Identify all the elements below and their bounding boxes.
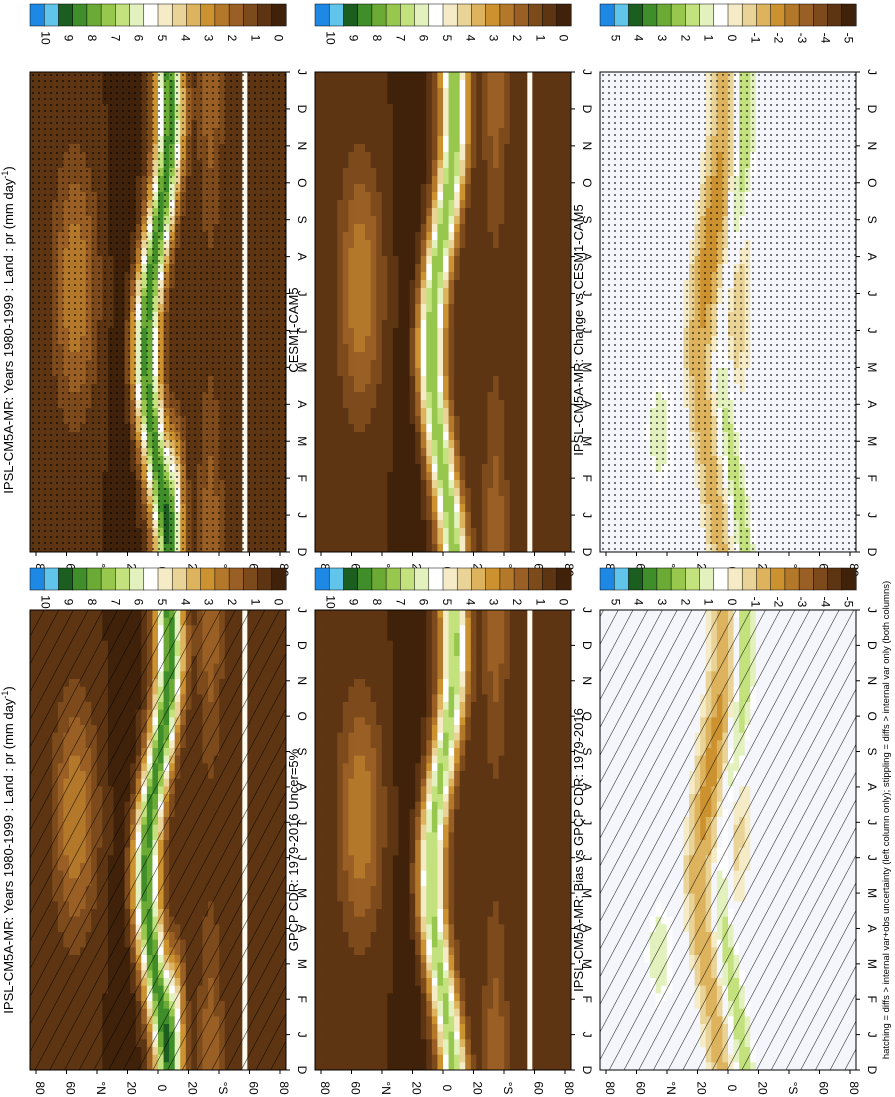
heatmap-area xyxy=(29,71,287,553)
colorbar-tick-label: 5 xyxy=(155,35,169,42)
colorbar-swatch xyxy=(86,567,102,591)
colorbar-swatch xyxy=(129,3,145,27)
colorbar-swatch xyxy=(243,567,259,591)
month-tick-label: N xyxy=(295,142,309,151)
colorbar-swatch xyxy=(157,3,173,27)
month-tick-label: J xyxy=(295,327,309,333)
colorbar-swatch xyxy=(129,567,145,591)
colorbar-swatch xyxy=(72,3,88,27)
colorbar-swatch xyxy=(115,3,131,27)
colorbar-tick-label: 9 xyxy=(62,599,76,606)
colorbar-swatch xyxy=(243,3,259,27)
colorbar-tick-label: 10 xyxy=(38,595,52,609)
colorbar-tick-label: 2 xyxy=(225,599,239,606)
month-tick-label: S xyxy=(295,216,309,224)
colorbar-swatch xyxy=(200,3,216,27)
colorbar-swatch xyxy=(100,3,116,27)
month-tick-label: O xyxy=(295,178,309,187)
chart-panel: 1098765432108060°N20020°S6080DJFMAMJJASO… xyxy=(0,3,309,577)
colorbar-tick-label: 8 xyxy=(85,599,99,606)
colorbar-swatch xyxy=(157,567,173,591)
colorbar-swatch xyxy=(86,3,102,27)
month-tick-label: D xyxy=(295,548,309,557)
month-tick-label: J xyxy=(295,69,309,75)
colorbar: 10 9 8 7 6 5 4 3 2 1 0 xyxy=(29,3,287,45)
colorbar-swatch xyxy=(58,567,74,591)
colorbar-tick-label: 2 xyxy=(225,35,239,42)
colorbar-swatch xyxy=(271,567,287,591)
colorbar-tick-label: 3 xyxy=(202,599,216,606)
colorbar: 10 9 8 7 6 5 4 3 2 1 0 xyxy=(29,567,287,609)
stippling-overlay xyxy=(30,72,286,552)
colorbar-swatch xyxy=(58,3,74,27)
month-tick-label: A xyxy=(295,253,309,261)
panel-title-superscript: -1 xyxy=(0,171,10,179)
colorbar-swatch xyxy=(115,567,131,591)
colorbar-swatch xyxy=(143,3,159,27)
colorbar-swatch xyxy=(228,567,244,591)
colorbar-tick-label: 7 xyxy=(108,599,122,606)
colorbar-swatch xyxy=(186,3,202,27)
colorbar-swatch xyxy=(143,567,159,591)
colorbar-tick-label: 0 xyxy=(272,599,286,606)
month-tick-label: F xyxy=(295,474,309,481)
colorbar-tick-label: 0 xyxy=(272,35,286,42)
colorbar-swatch xyxy=(29,567,45,591)
colorbar-swatch xyxy=(214,567,230,591)
colorbar-tick-label: 1 xyxy=(248,599,262,606)
panel-title: IPSL-CM5A-MR: Years 1980-1999 : Land : p… xyxy=(0,166,16,493)
colorbar-tick-label: 1 xyxy=(248,35,262,42)
colorbar-tick-label: 10 xyxy=(38,31,52,45)
month-tick-label: M xyxy=(295,436,309,446)
colorbar-swatch xyxy=(29,3,45,27)
heatmap-area xyxy=(29,609,287,1071)
colorbar-swatch xyxy=(271,3,287,27)
colorbar-tick-label: 5 xyxy=(155,599,169,606)
colorbar-swatch xyxy=(171,3,187,27)
colorbar-swatch xyxy=(43,567,59,591)
colorbar-swatch xyxy=(72,567,88,591)
colorbar-swatch xyxy=(228,3,244,27)
month-tick-label: J xyxy=(295,512,309,518)
colorbar-swatch xyxy=(186,567,202,591)
colorbar-swatch xyxy=(43,3,59,27)
colorbar-swatch xyxy=(257,567,273,591)
panel-title-text: IPSL-CM5A-MR: Years 1980-1999 : Land : p… xyxy=(1,178,16,494)
panel-title-end: ) xyxy=(1,166,16,170)
colorbar-tick-label: 6 xyxy=(132,599,146,606)
colorbar-swatch xyxy=(214,3,230,27)
colorbar-tick-label: 7 xyxy=(108,35,122,42)
colorbar-tick-label: 6 xyxy=(132,35,146,42)
colorbar-tick-label: 9 xyxy=(62,35,76,42)
month-tick-label: M xyxy=(295,362,309,372)
colorbar-swatch xyxy=(100,567,116,591)
colorbar-swatch xyxy=(171,567,187,591)
colorbar-swatch xyxy=(200,567,216,591)
month-tick-label: D xyxy=(295,105,309,114)
month-tick-label: J xyxy=(295,291,309,297)
colorbar-tick-label: 3 xyxy=(202,35,216,42)
colorbar-tick-label: 8 xyxy=(85,35,99,42)
colorbar-swatch xyxy=(257,3,273,27)
colorbar-tick-label: 4 xyxy=(178,599,192,606)
month-tick-label: A xyxy=(295,400,309,408)
colorbar-tick-label: 4 xyxy=(178,35,192,42)
